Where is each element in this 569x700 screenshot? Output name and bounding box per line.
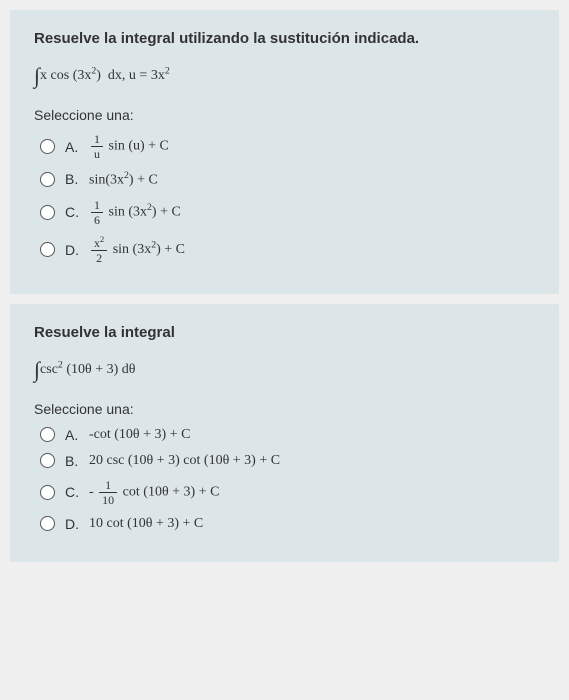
radio-icon[interactable] bbox=[40, 516, 55, 531]
option-letter: C. bbox=[65, 204, 89, 220]
options-list: A.-cot (10θ + 3) + CB.20 csc (10θ + 3) c… bbox=[34, 427, 535, 532]
option-letter: A. bbox=[65, 139, 89, 155]
option-text: -cot (10θ + 3) + C bbox=[89, 427, 190, 443]
option-text: 16 sin (3x2) + C bbox=[89, 199, 181, 226]
option-letter: A. bbox=[65, 427, 89, 443]
radio-icon[interactable] bbox=[40, 139, 55, 154]
question-title: Resuelve la integral utilizando la susti… bbox=[34, 30, 535, 47]
radio-icon[interactable] bbox=[40, 205, 55, 220]
question-card-2: Resuelve la integral ∫csc2 (10θ + 3) dθ … bbox=[10, 304, 559, 562]
option-row[interactable]: D.x22 sin (3x2) + C bbox=[40, 236, 535, 264]
radio-icon[interactable] bbox=[40, 172, 55, 187]
option-row[interactable]: B.sin(3x2) + C bbox=[40, 170, 535, 189]
section-label: Seleccione una: bbox=[34, 401, 535, 417]
option-letter: C. bbox=[65, 484, 89, 500]
options-list: A.1u sin (u) + CB.sin(3x2) + CC.16 sin (… bbox=[34, 133, 535, 264]
radio-icon[interactable] bbox=[40, 485, 55, 500]
option-row[interactable]: C.- 110 cot (10θ + 3) + C bbox=[40, 479, 535, 506]
option-letter: D. bbox=[65, 516, 89, 532]
option-letter: D. bbox=[65, 242, 89, 258]
radio-icon[interactable] bbox=[40, 453, 55, 468]
question-card-1: Resuelve la integral utilizando la susti… bbox=[10, 10, 559, 294]
question-formula: ∫x cos (3x2) dx, u = 3x2 bbox=[34, 63, 535, 89]
section-label: Seleccione una: bbox=[34, 107, 535, 123]
option-row[interactable]: A.1u sin (u) + C bbox=[40, 133, 535, 160]
question-formula: ∫csc2 (10θ + 3) dθ bbox=[34, 357, 535, 383]
option-text: 1u sin (u) + C bbox=[89, 133, 169, 160]
option-text: 20 csc (10θ + 3) cot (10θ + 3) + C bbox=[89, 453, 280, 469]
option-row[interactable]: A.-cot (10θ + 3) + C bbox=[40, 427, 535, 443]
option-text: - 110 cot (10θ + 3) + C bbox=[89, 479, 219, 506]
option-row[interactable]: C.16 sin (3x2) + C bbox=[40, 199, 535, 226]
radio-icon[interactable] bbox=[40, 242, 55, 257]
option-letter: B. bbox=[65, 453, 89, 469]
option-text: sin(3x2) + C bbox=[89, 170, 158, 189]
option-row[interactable]: D.10 cot (10θ + 3) + C bbox=[40, 516, 535, 532]
option-text: 10 cot (10θ + 3) + C bbox=[89, 516, 203, 532]
option-letter: B. bbox=[65, 171, 89, 187]
option-row[interactable]: B.20 csc (10θ + 3) cot (10θ + 3) + C bbox=[40, 453, 535, 469]
option-text: x22 sin (3x2) + C bbox=[89, 236, 185, 264]
question-title: Resuelve la integral bbox=[34, 324, 535, 341]
radio-icon[interactable] bbox=[40, 427, 55, 442]
